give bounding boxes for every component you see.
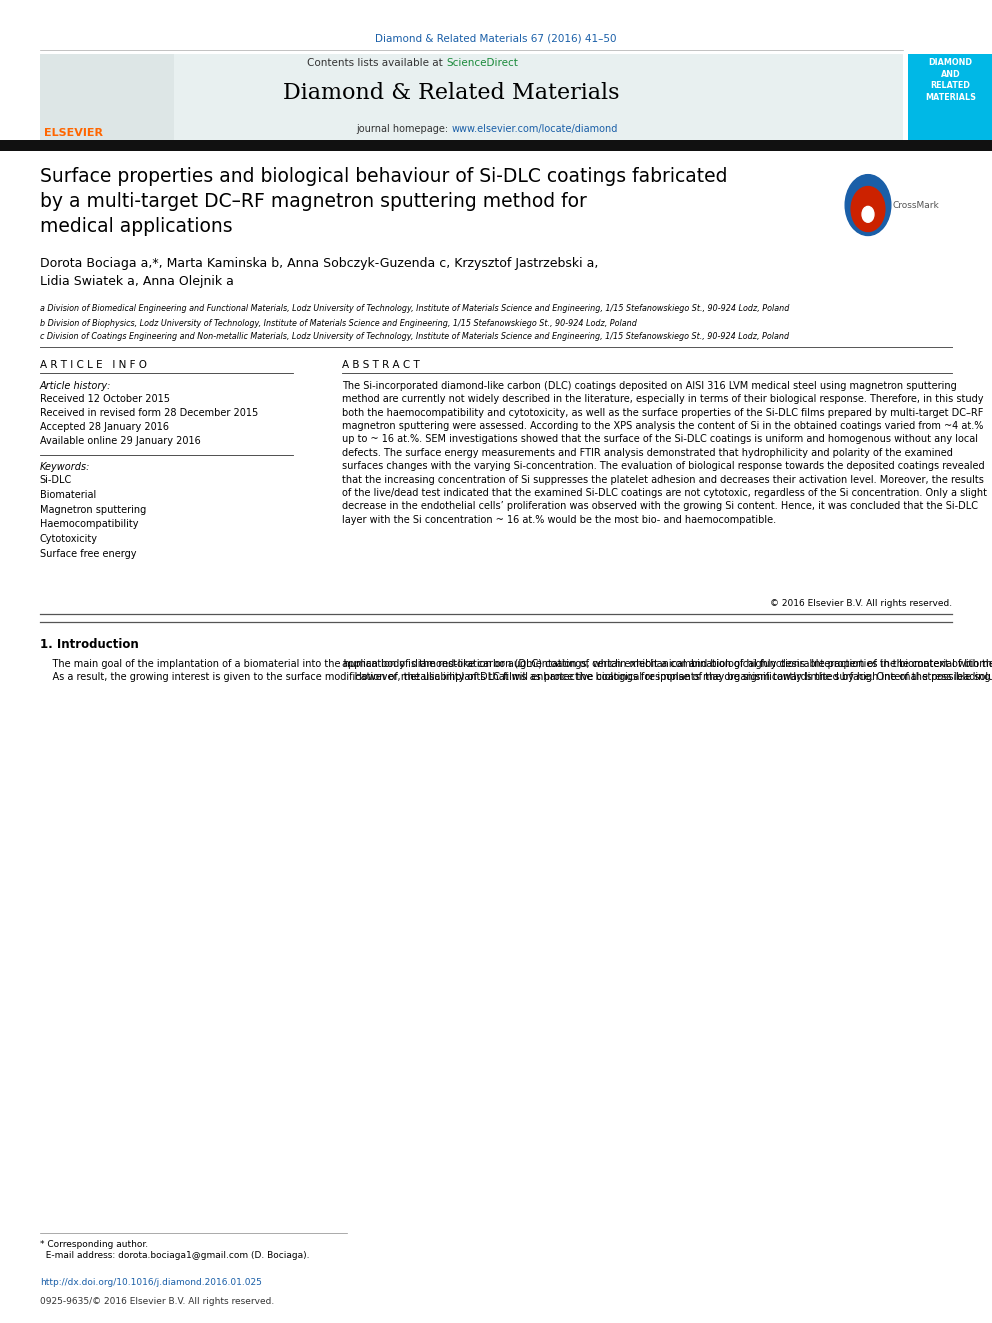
Text: Surface properties and biological behaviour of Si-DLC coatings fabricated
by a m: Surface properties and biological behavi… [40, 167, 727, 235]
Text: b Division of Biophysics, Lodz University of Technology, Institute of Materials : b Division of Biophysics, Lodz Universit… [40, 319, 637, 328]
Text: Diamond & Related Materials: Diamond & Related Materials [283, 82, 620, 105]
Circle shape [851, 187, 885, 232]
Text: A R T I C L E   I N F O: A R T I C L E I N F O [40, 360, 147, 370]
Text: www.elsevier.com/locate/diamond: www.elsevier.com/locate/diamond [451, 124, 618, 135]
Text: Si-DLC
Biomaterial
Magnetron sputtering
Haemocompatibility
Cytotoxicity
Surface : Si-DLC Biomaterial Magnetron sputtering … [40, 475, 146, 558]
Text: The main goal of the implantation of a biomaterial into the human body is the re: The main goal of the implantation of a b… [40, 659, 992, 683]
Text: Dorota Bociaga a,*, Marta Kaminska b, Anna Sobczyk-Guzenda c, Krzysztof Jastrzeb: Dorota Bociaga a,*, Marta Kaminska b, An… [40, 257, 598, 287]
Circle shape [845, 175, 891, 235]
Text: 0925-9635/© 2016 Elsevier B.V. All rights reserved.: 0925-9635/© 2016 Elsevier B.V. All right… [40, 1297, 274, 1306]
Text: a Division of Biomedical Engineering and Functional Materials, Lodz University o: a Division of Biomedical Engineering and… [40, 304, 789, 314]
Text: A B S T R A C T: A B S T R A C T [342, 360, 420, 370]
Text: application of diamond-like carbon (DLC) coatings, which exhibit a combination o: application of diamond-like carbon (DLC)… [342, 659, 992, 683]
Text: Article history:: Article history: [40, 381, 111, 392]
Circle shape [862, 206, 874, 222]
Text: © 2016 Elsevier B.V. All rights reserved.: © 2016 Elsevier B.V. All rights reserved… [770, 599, 952, 609]
Bar [0, 140, 992, 151]
Text: journal homepage:: journal homepage: [356, 124, 451, 135]
Text: Received 12 October 2015
Received in revised form 28 December 2015
Accepted 28 J: Received 12 October 2015 Received in rev… [40, 394, 258, 446]
Bar [908, 54, 992, 142]
Text: 1. Introduction: 1. Introduction [40, 638, 139, 651]
Bar [40, 54, 903, 142]
Text: Diamond & Related Materials 67 (2016) 41–50: Diamond & Related Materials 67 (2016) 41… [375, 33, 617, 44]
Text: ScienceDirect: ScienceDirect [446, 58, 518, 69]
Text: c Division of Coatings Engineering and Non-metallic Materials, Lodz University o: c Division of Coatings Engineering and N… [40, 332, 789, 341]
Text: * Corresponding author.
  E-mail address: dorota.bociaga1@gmail.com (D. Bociaga): * Corresponding author. E-mail address: … [40, 1240, 310, 1261]
Text: DIAMOND
AND
RELATED
MATERIALS: DIAMOND AND RELATED MATERIALS [925, 58, 976, 102]
Text: CrossMark: CrossMark [893, 201, 939, 209]
Text: Keywords:: Keywords: [40, 462, 90, 472]
Text: http://dx.doi.org/10.1016/j.diamond.2016.01.025: http://dx.doi.org/10.1016/j.diamond.2016… [40, 1278, 262, 1287]
Bar [40, 54, 174, 142]
Text: ELSEVIER: ELSEVIER [44, 127, 102, 138]
Text: Contents lists available at: Contents lists available at [308, 58, 446, 69]
Text: The Si-incorporated diamond-like carbon (DLC) coatings deposited on AISI 316 LVM: The Si-incorporated diamond-like carbon … [342, 381, 987, 525]
